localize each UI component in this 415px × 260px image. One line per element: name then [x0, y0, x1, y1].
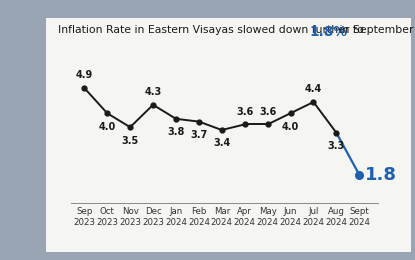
Text: 3.6: 3.6 [236, 107, 253, 116]
Text: 1.8: 1.8 [365, 166, 397, 184]
Text: 3.4: 3.4 [213, 138, 230, 148]
Text: 4.0: 4.0 [99, 122, 116, 132]
Text: 3.3: 3.3 [328, 141, 345, 151]
Text: 4.9: 4.9 [76, 70, 93, 80]
Text: 4.0: 4.0 [282, 122, 299, 132]
Text: 3.7: 3.7 [190, 130, 208, 140]
Text: in September 2024: in September 2024 [336, 25, 415, 35]
Text: 3.5: 3.5 [122, 136, 139, 146]
Text: 4.3: 4.3 [144, 87, 162, 97]
Text: 3.6: 3.6 [259, 107, 276, 116]
Text: Inflation Rate in Eastern Visayas slowed down further to: Inflation Rate in Eastern Visayas slowed… [58, 25, 367, 35]
Text: 1.8%: 1.8% [309, 25, 347, 39]
Text: 3.8: 3.8 [167, 127, 185, 137]
Text: 4.4: 4.4 [305, 84, 322, 94]
